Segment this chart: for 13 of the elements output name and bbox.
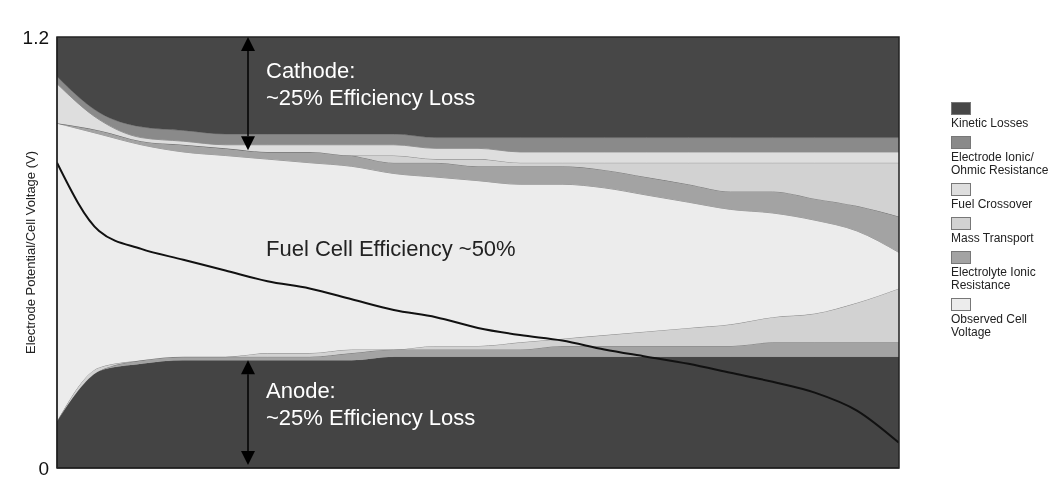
legend-label: Observed Cell Voltage xyxy=(951,312,1029,339)
y-axis-title: Electrode Potential/Cell Voltage (V) xyxy=(22,150,38,355)
annotation: Anode: ~25% Efficiency Loss xyxy=(266,378,476,430)
y-tick-label: 1.2 xyxy=(22,26,49,48)
legend-label: Fuel Crossover xyxy=(951,197,1034,211)
annotation: Cathode: ~25% Efficiency Loss xyxy=(266,58,476,110)
legend-label: Mass Transport xyxy=(951,231,1035,245)
legend-label: Kinetic Losses xyxy=(951,116,1030,130)
line-series xyxy=(57,161,899,444)
legend-label: Electrode Ionic/ Ohmic Resistance xyxy=(951,150,1050,177)
legend-label: Electrolyte Ionic Resistance xyxy=(951,265,1037,292)
y-tick-label: 0 xyxy=(38,457,49,479)
annotation: Fuel Cell Efficiency ~50% xyxy=(266,236,516,261)
